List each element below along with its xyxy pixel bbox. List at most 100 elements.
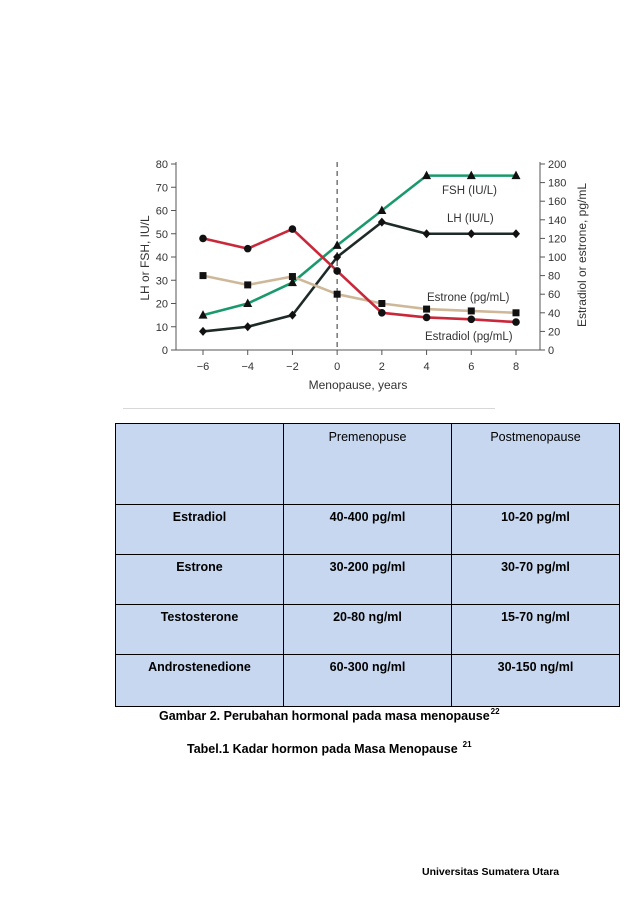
figure-caption: Gambar 2. Perubahan hormonal pada masa m…	[159, 707, 500, 723]
lh-line	[202, 220, 516, 333]
estradiol-point	[199, 234, 207, 243]
lh-point	[377, 217, 386, 227]
x-tick-label: −6	[197, 361, 210, 373]
estradiol-point	[378, 309, 386, 317]
left-tick-label: 10	[156, 322, 168, 334]
right-tick-label: 180	[548, 178, 566, 190]
table-row: Estrone 30-200 pg/ml 30-70 pg/ml	[115, 554, 620, 605]
left-tick-label: 70	[156, 182, 168, 194]
table-cell: Estradiol	[115, 504, 284, 555]
table-cell: 30-150 ng/ml	[451, 654, 620, 707]
fsh-point	[287, 277, 297, 287]
table-cell: 60-300 ng/ml	[283, 654, 452, 707]
estrone-point	[378, 300, 386, 307]
estradiol-point	[512, 318, 520, 326]
estradiol-point	[333, 267, 341, 275]
left-tick-label: 30	[156, 275, 168, 287]
right-tick-label: 120	[548, 233, 566, 245]
estrone-point	[512, 309, 520, 317]
left-y-axis: 0 10 20 30 40 50 60 70 80	[156, 159, 177, 357]
right-tick-label: 60	[548, 289, 560, 301]
estrone-point	[244, 281, 252, 289]
fsh-line	[202, 174, 516, 317]
left-tick-label: 80	[156, 159, 168, 171]
estradiol-line	[202, 227, 517, 324]
table-cell: 10-20 pg/ml	[451, 504, 620, 555]
x-tick-label: 2	[379, 361, 385, 373]
table-caption-text: Tabel.1 Kadar hormon pada Masa Menopause	[187, 742, 458, 756]
table-cell: 20-80 ng/ml	[283, 604, 452, 655]
x-tick-label: 0	[334, 361, 340, 373]
estrone-point	[333, 290, 341, 298]
lh-point	[333, 252, 342, 262]
right-tick-label: 160	[548, 196, 566, 208]
estrone-point	[288, 273, 296, 281]
table-header-row: Premenopuse Postmenopause	[115, 423, 620, 505]
series-label: LH (IU/L)	[447, 213, 494, 225]
x-tick-label: −2	[286, 361, 299, 373]
table-cell: 40-400 pg/ml	[283, 504, 452, 555]
lh-point	[199, 326, 207, 336]
estradiol-point	[467, 315, 476, 324]
lh-point	[467, 229, 476, 239]
fsh-point	[332, 240, 342, 249]
hormone-table: Premenopuse Postmenopause Estradiol 40-4…	[115, 423, 620, 707]
fsh-point	[243, 298, 253, 307]
lh-point	[422, 229, 431, 239]
estrone-point	[467, 307, 475, 315]
series-label: FSH (IU/L)	[442, 185, 497, 197]
figure-divider	[123, 408, 495, 409]
table-caption: Tabel.1 Kadar hormon pada Masa Menopause…	[187, 740, 472, 756]
x-tick-label: −4	[241, 361, 254, 373]
right-tick-label: 20	[548, 326, 560, 338]
series-label: Estradiol (pg/mL)	[425, 331, 513, 343]
table-row: Androstenedione 60-300 ng/ml 30-150 ng/m…	[115, 654, 620, 707]
series-layer	[198, 170, 521, 336]
right-tick-label: 140	[548, 215, 566, 227]
x-tick-label: 4	[424, 361, 430, 373]
series-label: Estrone (pg/mL)	[427, 292, 510, 304]
right-tick-label: 80	[548, 271, 560, 283]
x-tick-label: 6	[468, 361, 474, 373]
right-y-axis: 0 20 40 60 80 100 120 140 160 180 200	[539, 159, 566, 357]
estradiol-point	[422, 313, 431, 322]
estrone-point	[423, 305, 431, 313]
table-caption-ref: 21	[462, 740, 472, 749]
right-axis-title: Estradiol or estrone, pg/mL	[575, 183, 589, 327]
figure-caption-ref: 22	[490, 707, 500, 716]
table-row: Testosterone 20-80 ng/ml 15-70 ng/ml	[115, 604, 620, 655]
series-labels: FSH (IU/L) LH (IU/L) Estrone (pg/mL) Estrad…	[425, 185, 513, 343]
table-header-cell	[115, 423, 284, 505]
figure-caption-text: Gambar 2. Perubahan hormonal pada masa m…	[159, 709, 490, 723]
right-tick-label: 40	[548, 308, 560, 320]
x-tick-label: 8	[513, 361, 519, 373]
table-cell: Testosterone	[115, 604, 284, 655]
fsh-point	[511, 170, 521, 180]
lh-point	[288, 310, 297, 320]
left-tick-label: 0	[162, 345, 168, 357]
table-cell: Estrone	[115, 554, 284, 605]
right-tick-label: 100	[548, 252, 566, 264]
table-cell: 30-200 pg/ml	[283, 554, 452, 605]
table-cell: 30-70 pg/ml	[451, 554, 620, 605]
fsh-point	[198, 310, 208, 319]
table-header-cell: Premenopuse	[283, 423, 452, 505]
table-cell: 15-70 ng/ml	[451, 604, 620, 655]
table-header-cell: Postmenopause	[451, 423, 620, 505]
estradiol-point	[243, 244, 252, 253]
left-axis-title: LH or FSH, IU/L	[138, 215, 152, 301]
lh-point	[512, 229, 520, 239]
estrone-point	[199, 272, 207, 280]
x-axis-title: Menopause, years	[309, 378, 408, 392]
fsh-point	[377, 205, 387, 214]
estrone-line	[202, 274, 517, 315]
fsh-point	[422, 170, 432, 180]
left-tick-label: 40	[156, 252, 168, 264]
lh-point	[243, 322, 252, 332]
left-tick-label: 60	[156, 206, 168, 218]
right-tick-label: 0	[548, 345, 554, 357]
table-row: Estradiol 40-400 pg/ml 10-20 pg/ml	[115, 504, 620, 555]
right-tick-label: 200	[548, 159, 566, 171]
page-footer: Universitas Sumatera Utara	[422, 866, 560, 878]
